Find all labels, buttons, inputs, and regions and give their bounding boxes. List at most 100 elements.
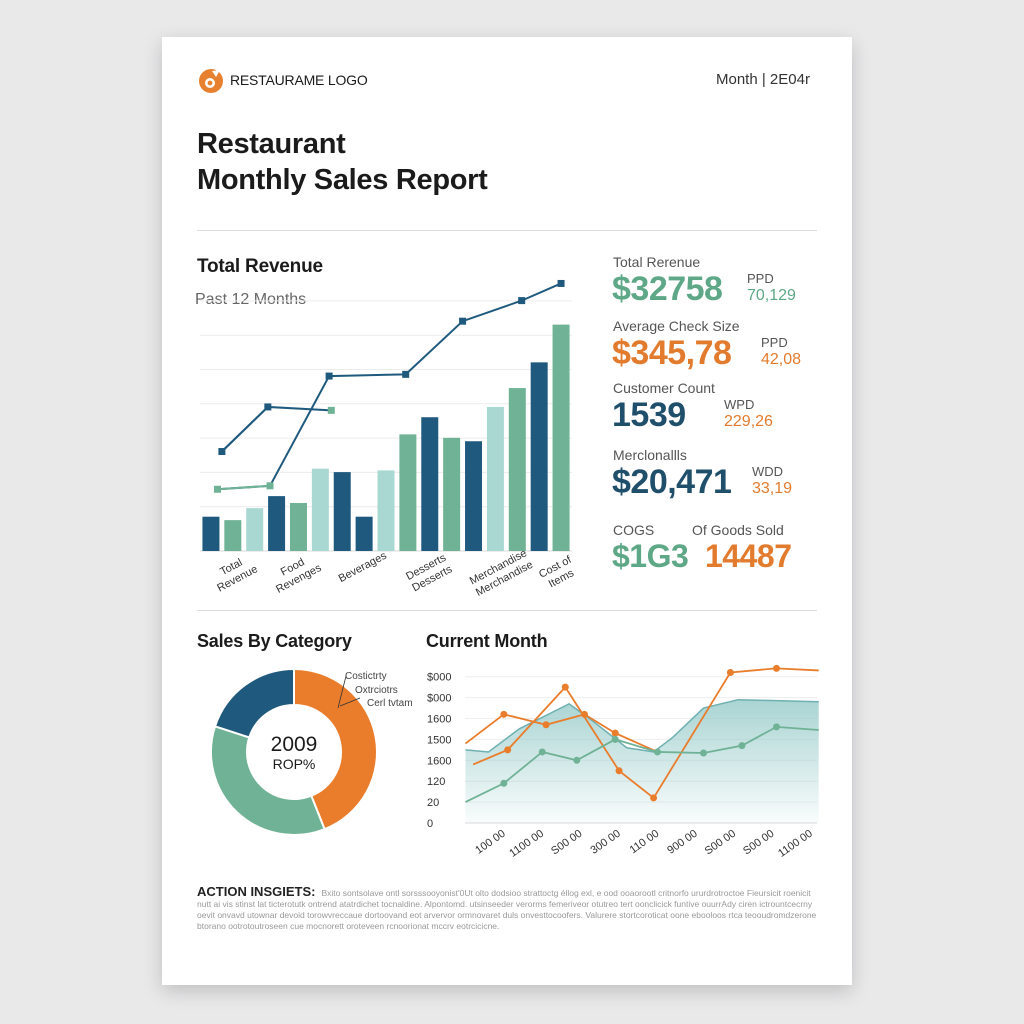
series-point [500, 710, 508, 718]
series-point [726, 669, 734, 677]
series-point [611, 729, 619, 737]
y-tick-label: 20 [427, 797, 439, 809]
donut-center-value: 2009 [270, 733, 318, 756]
logo-text: RESTAURAME LOGO [230, 72, 368, 88]
bar [508, 388, 526, 551]
bar [224, 520, 242, 551]
trend-point [266, 482, 274, 490]
trend-line-segment [217, 484, 271, 491]
insights-text: Bxito sontsolave ontl sorsssooyonist'0Ut… [197, 888, 817, 931]
kpi-sub-value: 42,08 [761, 351, 802, 368]
kpi-value: $345,78 [612, 334, 732, 372]
bar [377, 470, 395, 551]
revenue-chart-title: Total Revenue [197, 256, 323, 277]
category-donut-chart [210, 667, 378, 836]
series-point [650, 794, 658, 802]
trend-point [459, 317, 467, 325]
series-line [464, 713, 658, 753]
series-point [615, 767, 623, 775]
donut-slice [210, 725, 326, 836]
action-insights: ACTION INSGIETS: Bxito sontsolave ontl so… [197, 884, 817, 932]
x-tick-label: S00 00 [549, 828, 584, 858]
y-tick-label: 1600 [427, 755, 451, 767]
divider [197, 230, 817, 231]
kpi-sub-value: 33,19 [752, 480, 793, 497]
trend-point [325, 372, 333, 380]
kpi-label: Merclonallls [613, 447, 687, 463]
donut-callout-2: Oxtrciotrs [355, 685, 398, 696]
bar [333, 472, 351, 551]
x-tick-label: 900 00 [665, 828, 699, 857]
y-tick-label: 120 [427, 776, 445, 788]
callout-leader-line [337, 675, 361, 709]
y-tick-label: $000 [427, 672, 451, 684]
bar [552, 324, 570, 551]
bar [443, 437, 461, 551]
kpi-sub-label: PPD [747, 271, 774, 286]
kpi-sub-label: WDD [752, 464, 784, 479]
area-fill [465, 699, 819, 823]
x-tick-label: 300 00 [588, 828, 622, 857]
bar [268, 496, 286, 551]
y-tick-label: 1600 [427, 714, 451, 726]
bar [465, 441, 483, 551]
series-point [700, 749, 708, 757]
bar [246, 508, 264, 551]
kpi-value: 1539 [612, 396, 686, 434]
bar [289, 502, 307, 551]
y-tick-label: 0 [427, 818, 433, 830]
cogs-label-2: Of Goods Sold [692, 522, 784, 538]
trend-point [214, 485, 222, 493]
category-chart-title: Sales By Category [197, 631, 352, 651]
trend-line-segment [221, 406, 269, 453]
area-line [465, 698, 819, 753]
revenue-chart-subtitle: Past 12 Months [195, 291, 307, 308]
kpi-label: Average Check Size [613, 318, 740, 334]
trend-point [264, 403, 272, 411]
series-point [611, 735, 619, 743]
bar [311, 468, 329, 551]
series-point [772, 664, 780, 672]
kpi-label: Total Rerenue [613, 254, 701, 270]
revenue-bar-chart: TotalRevenue FoodRevenges Beverages Dessert… [200, 279, 577, 599]
donut-slice [213, 667, 295, 739]
bar [421, 417, 439, 551]
series-point [772, 723, 780, 731]
donut-center-label: ROP% [272, 756, 316, 772]
divider [197, 610, 817, 611]
bar [355, 516, 373, 551]
trend-point [218, 448, 226, 456]
title-line-1: Restaurant [197, 128, 346, 160]
x-tick-label: 1100 00 [776, 828, 815, 860]
series-line [465, 725, 819, 803]
title-line-2: Monthly Sales Report [197, 164, 488, 196]
series-point [538, 748, 546, 756]
bar [202, 516, 220, 551]
trend-point [557, 279, 565, 287]
insights-label: ACTION INSGIETS: [197, 884, 316, 899]
series-point [504, 746, 512, 754]
cogs-value-2: 14487 [705, 538, 792, 574]
donut-slice [293, 667, 378, 831]
kpi-value: $20,471 [612, 463, 732, 501]
kpi-label: Customer Count [613, 380, 715, 396]
x-tick-label: S00 00 [703, 828, 738, 858]
trend-point [518, 297, 526, 305]
x-tick-label: S00 00 [741, 828, 776, 858]
page-title: Restaurant Monthly Sales Report [197, 126, 488, 198]
bar [399, 434, 417, 551]
series-point [580, 710, 588, 718]
bar [486, 406, 504, 551]
x-tick-label: 1100 00 [507, 828, 546, 860]
y-tick-label: $000 [427, 693, 451, 705]
cogs-value: $1G3 [612, 538, 689, 574]
bar [530, 362, 548, 551]
trend-point [327, 406, 335, 414]
series-point [653, 748, 661, 756]
donut-callout-1: Costictrty [345, 671, 387, 682]
series-point [738, 742, 746, 750]
kpi-sub-label: WPD [724, 397, 755, 412]
series-line [472, 667, 819, 800]
series-point [573, 756, 581, 764]
